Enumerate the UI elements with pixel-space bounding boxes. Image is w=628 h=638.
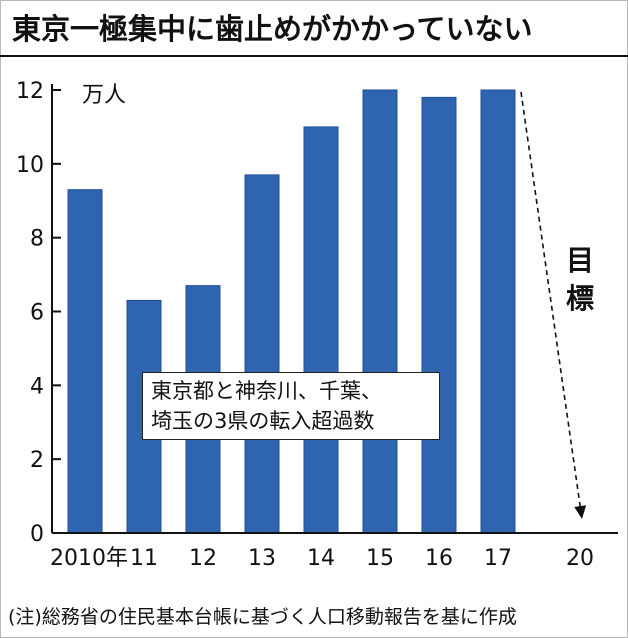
goal-label-char-2: 標 bbox=[565, 282, 594, 315]
legend-line-2: 埼玉の3県の転入超過数 bbox=[151, 409, 375, 433]
bar-0 bbox=[67, 189, 103, 534]
goal-label: 目 標 bbox=[560, 242, 600, 318]
y-tick-label-4: 4 bbox=[30, 374, 44, 399]
bar-3 bbox=[244, 174, 280, 534]
x-tick-label-4: 14 bbox=[307, 546, 335, 571]
source-note: (注)総務省の住民基本台帳に基づく人口移動報告を基に作成 bbox=[8, 606, 517, 628]
bar-5 bbox=[362, 89, 398, 534]
x-tick-label-1: 11 bbox=[130, 546, 158, 571]
title-divider bbox=[0, 55, 628, 57]
y-tick-label-6: 6 bbox=[30, 301, 44, 326]
bar-chart: 0 2 4 6 8 10 12 2010年 11 12 13 14 15 16 17 20 bbox=[16, 79, 618, 571]
legend-line-1: 東京都と神奈川、千葉、 bbox=[151, 379, 382, 403]
legend-box: 東京都と神奈川、千葉、 埼玉の3県の転入超過数 bbox=[142, 372, 440, 440]
y-axis-unit-label: 万人 bbox=[82, 83, 127, 108]
goal-label-char-1: 目 bbox=[565, 244, 594, 277]
bar-7 bbox=[480, 89, 516, 534]
target-arrow-head bbox=[574, 505, 587, 519]
x-tick-label-5: 15 bbox=[366, 546, 394, 571]
y-tick-label-8: 8 bbox=[30, 227, 44, 252]
bar-4 bbox=[303, 126, 339, 534]
chart-title: 東京一極集中に歯止めがかかっていない bbox=[12, 12, 533, 46]
x-tick-label-3: 13 bbox=[248, 546, 276, 571]
x-tick-label-2: 12 bbox=[189, 546, 217, 571]
x-tick-label-0: 2010年 bbox=[50, 546, 128, 571]
y-tick-label-0: 0 bbox=[30, 522, 44, 547]
y-tick-label-10: 10 bbox=[16, 153, 44, 178]
x-tick-label-7: 17 bbox=[484, 546, 512, 571]
y-tick-label-12: 12 bbox=[16, 79, 44, 104]
y-tick-label-2: 2 bbox=[30, 448, 44, 473]
x-tick-label-8: 20 bbox=[566, 546, 594, 571]
bar-6 bbox=[421, 96, 457, 534]
x-tick-label-6: 16 bbox=[425, 546, 453, 571]
